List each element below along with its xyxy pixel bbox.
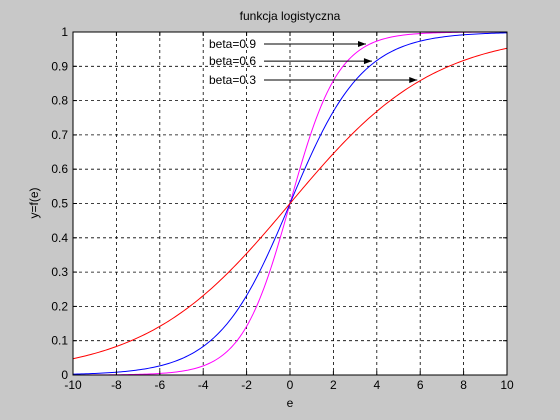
- x-tick-label: 10: [500, 378, 514, 392]
- annotation-arrow-head: [409, 77, 418, 84]
- y-tick-label: 0.2: [51, 299, 68, 313]
- series-lines: [72, 31, 508, 376]
- annotation-arrow-head: [357, 41, 366, 48]
- chart-title: funkcja logistyczna: [240, 9, 341, 23]
- y-tick-label: 0.9: [51, 59, 68, 73]
- annotation-label: beta=0.6: [209, 54, 256, 68]
- x-tick-label: 0: [287, 378, 294, 392]
- x-tick-label: 6: [417, 378, 424, 392]
- x-tick-label: -2: [241, 378, 252, 392]
- series-line-3: [72, 47, 508, 360]
- y-tick-label: 0.1: [51, 334, 68, 348]
- x-axis-label: e: [287, 396, 294, 410]
- y-tick-label: 1: [61, 25, 68, 39]
- y-tick-label: 0.7: [51, 128, 68, 142]
- x-tick-label: -8: [111, 378, 122, 392]
- y-tick-label: 0.8: [51, 94, 68, 108]
- y-tick-label: 0.3: [51, 265, 68, 279]
- x-tick-label: 8: [460, 378, 467, 392]
- x-tick-label: 4: [373, 378, 380, 392]
- x-tick-label: 2: [330, 378, 337, 392]
- x-tick-label: -4: [198, 378, 209, 392]
- ticks: -10 -8 -6 -4 -2 0 2 4 6 8 10 0 0.1 0.2 0.3 0.4 0.5 0.6 0.7…: [51, 25, 514, 392]
- y-tick-label: 0: [61, 368, 68, 382]
- annotations: beta=0.9 beta=0.6 beta=0.3: [209, 37, 418, 87]
- grid: [73, 32, 507, 375]
- annotation-label: beta=0.9: [209, 37, 256, 51]
- y-axis-label: y=f(e): [27, 187, 41, 218]
- y-tick-label: 0.5: [51, 197, 68, 211]
- x-tick-label: -6: [154, 378, 165, 392]
- y-tick-label: 0.6: [51, 162, 68, 176]
- x-tick-label: -10: [64, 378, 82, 392]
- annotation-label: beta=0.3: [209, 73, 256, 87]
- y-tick-label: 0.4: [51, 231, 68, 245]
- annotation-arrow-head: [363, 58, 372, 65]
